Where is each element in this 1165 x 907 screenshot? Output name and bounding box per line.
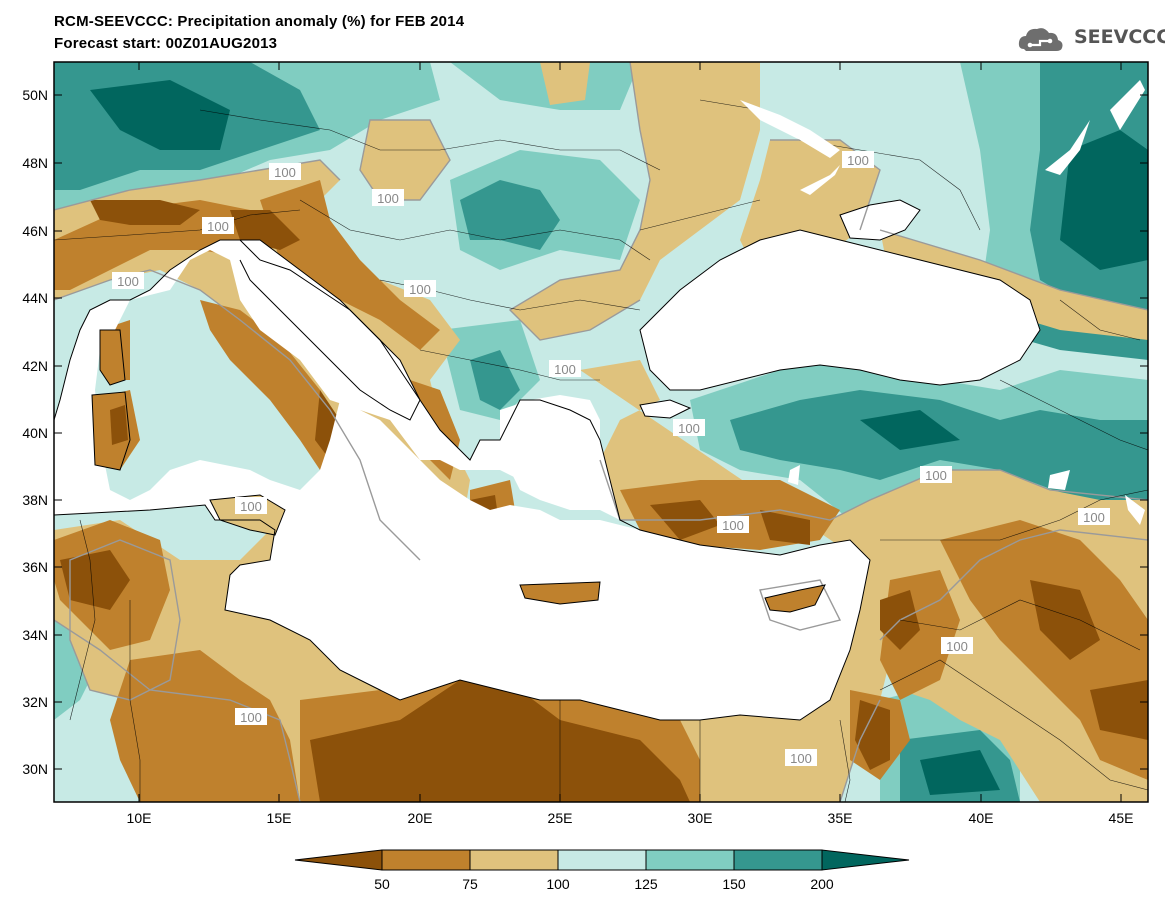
legend-bin-125-150 <box>645 849 735 871</box>
contour-label-100: 100 <box>409 282 431 297</box>
legend-tick: 75 <box>462 876 478 892</box>
coastlines <box>54 199 1041 721</box>
legend-tick: 200 <box>810 876 834 892</box>
contour-label-100: 100 <box>274 165 296 180</box>
contour-label-100: 100 <box>117 274 139 289</box>
lat-label: 30N <box>22 761 48 777</box>
contour-label-100: 100 <box>925 468 947 483</box>
lon-label: 25E <box>548 810 573 826</box>
lon-label: 10E <box>127 810 152 826</box>
contour-label-100: 100 <box>722 518 744 533</box>
lat-label: 38N <box>22 492 48 508</box>
legend-tick: 100 <box>546 876 570 892</box>
legend-bin-50-75 <box>381 849 471 871</box>
contour-label-100: 100 <box>240 710 262 725</box>
lat-label: 48N <box>22 155 48 171</box>
contour-label-100: 100 <box>790 751 812 766</box>
cloud-icon <box>1018 28 1063 51</box>
contour-labels: 100 100 100 100 100 100 100 100 100 100 … <box>112 151 1110 766</box>
latitude-axis: 50N 48N 46N 44N 42N 40N 38N 36N 34N 32N … <box>22 87 1148 777</box>
lat-label: 46N <box>22 223 48 239</box>
contour-label-100: 100 <box>377 191 399 206</box>
chart-title: RCM-SEEVCCC: Precipitation anomaly (%) f… <box>54 13 465 30</box>
longitude-axis: 10E 15E 20E 25E 30E 35E 40E 45E <box>127 62 1134 826</box>
lon-label: 30E <box>688 810 713 826</box>
lat-label: 34N <box>22 627 48 643</box>
legend-bin-150-200 <box>733 849 823 871</box>
lon-label: 20E <box>408 810 433 826</box>
missing-data-patches <box>740 80 1145 525</box>
lat-label: 40N <box>22 425 48 441</box>
lon-label: 35E <box>828 810 853 826</box>
contour-label-100: 100 <box>1083 510 1105 525</box>
lon-label: 40E <box>969 810 994 826</box>
legend-tick: 50 <box>374 876 390 892</box>
forecast-start-label: Forecast start: 00Z01AUG2013 <box>54 35 278 52</box>
lat-label: 36N <box>22 559 48 575</box>
lat-label: 50N <box>22 87 48 103</box>
sea-mask <box>54 200 1040 720</box>
lat-label: 32N <box>22 694 48 710</box>
legend-bin-75-100 <box>469 849 559 871</box>
colorbar-legend <box>294 849 910 871</box>
legend-tick: 125 <box>634 876 658 892</box>
anomaly-field: 100 100 100 100 100 100 100 100 100 100 … <box>54 62 1148 802</box>
islands <box>92 330 825 612</box>
legend-tick: 150 <box>722 876 746 892</box>
contour-label-100: 100 <box>678 421 700 436</box>
logo-text: SEEVCCC <box>1074 26 1165 48</box>
colorbar-ticks: 50 75 100 125 150 200 <box>374 876 834 892</box>
lat-label: 42N <box>22 358 48 374</box>
lon-label: 45E <box>1109 810 1134 826</box>
contour-label-100: 100 <box>847 153 869 168</box>
lon-label: 15E <box>267 810 292 826</box>
contour-label-100: 100 <box>554 362 576 377</box>
legend-bin-below-50 <box>294 849 383 871</box>
legend-bin-100-125 <box>557 849 647 871</box>
contour-label-100: 100 <box>946 639 968 654</box>
lat-label: 44N <box>22 290 48 306</box>
map-frame <box>53 61 1149 803</box>
legend-bin-above-200 <box>821 849 910 871</box>
contour-label-100: 100 <box>240 499 262 514</box>
contour-label-100: 100 <box>207 219 229 234</box>
